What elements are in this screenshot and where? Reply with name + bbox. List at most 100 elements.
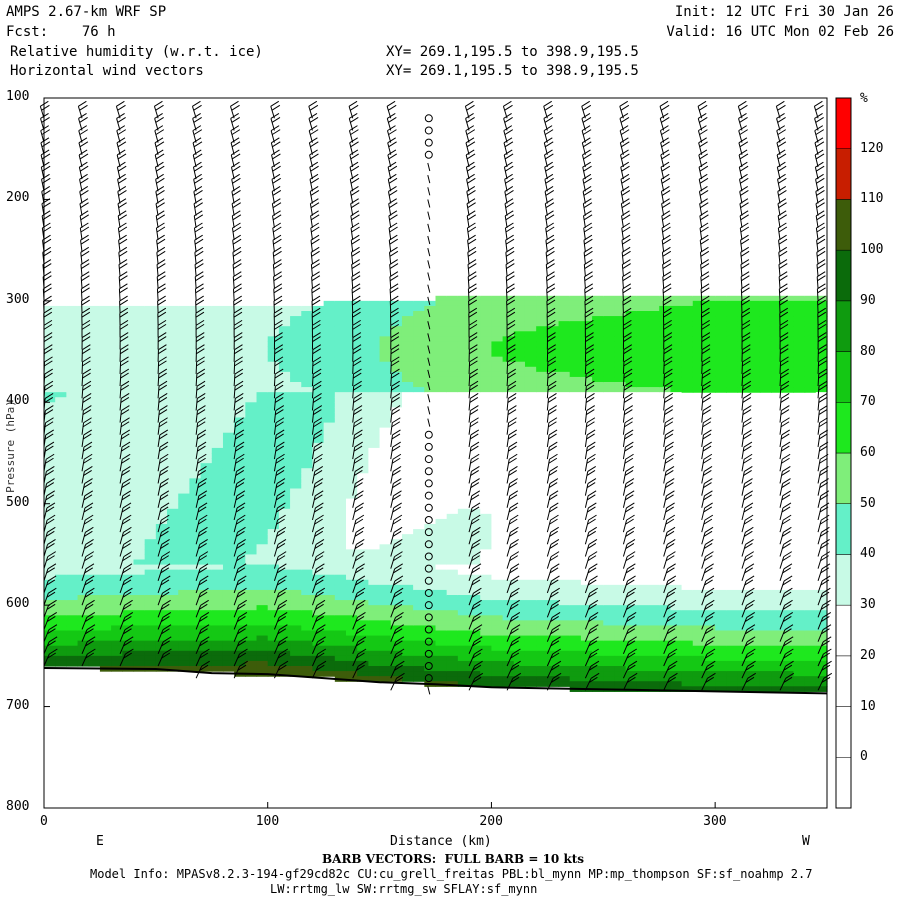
rh-cell: [681, 371, 694, 378]
rh-cell: [513, 681, 526, 687]
rh-cell: [469, 397, 481, 403]
rh-cell: [636, 382, 649, 388]
rh-cell: [513, 468, 526, 474]
rh-cell: [379, 508, 392, 515]
rh-cell: [580, 336, 593, 343]
rh-cell: [334, 620, 347, 627]
rh-cell: [256, 422, 269, 429]
rh-cell: [469, 549, 481, 556]
rh-cell: [491, 600, 504, 606]
rh-cell: [681, 361, 694, 368]
rh-cell: [625, 412, 638, 419]
rh-cell: [155, 493, 168, 500]
rh-cell: [357, 666, 369, 672]
rh-cell: [133, 650, 146, 657]
rh-cell: [401, 584, 414, 591]
rh-cell: [278, 300, 291, 307]
rh-cell: [312, 529, 325, 535]
rh-cell: [580, 331, 593, 337]
rh-cell: [771, 595, 783, 601]
rh-cell: [748, 366, 761, 373]
rh-cell: [144, 549, 157, 556]
rh-cell: [703, 376, 716, 383]
rh-cell: [312, 453, 325, 459]
rh-cell: [681, 316, 694, 322]
rh-cell: [346, 341, 358, 348]
rh-cell: [301, 346, 314, 353]
rh-cell: [547, 290, 560, 297]
rh-cell: [178, 402, 191, 408]
rh-cell: [614, 453, 627, 459]
rh-cell: [211, 600, 224, 606]
rh-cell: [301, 579, 314, 586]
rh-cell: [334, 579, 347, 586]
rh-cell: [648, 635, 660, 642]
rh-cell: [793, 595, 806, 601]
rh-cell: [211, 371, 224, 378]
rh-cell: [234, 321, 246, 327]
rh-cell: [446, 280, 459, 287]
rh-cell: [401, 442, 414, 449]
rh-cell: [44, 589, 56, 596]
rh-cell: [547, 483, 560, 490]
rh-cell: [524, 524, 537, 530]
rh-cell: [122, 458, 135, 464]
rh-cell: [793, 366, 806, 373]
rh-cell: [547, 554, 560, 561]
rh-cell: [357, 447, 369, 454]
rh-cell: [547, 447, 560, 454]
rh-cell: [681, 620, 694, 627]
rh-cell: [301, 498, 314, 505]
rh-cell: [592, 361, 604, 368]
rh-cell: [748, 498, 761, 505]
rh-cell: [569, 493, 582, 500]
rh-cell: [323, 432, 336, 439]
rh-cell: [222, 524, 235, 530]
rh-cell: [491, 371, 504, 378]
rh-cell: [424, 584, 437, 591]
rh-cell: [401, 346, 414, 353]
rh-cell: [457, 508, 470, 515]
rh-cell: [446, 483, 459, 490]
rh-cell: [558, 518, 571, 525]
rh-cell: [748, 645, 761, 652]
rh-cell: [88, 417, 101, 424]
rh-cell: [155, 650, 168, 657]
rh-cell: [446, 564, 459, 571]
rh-cell: [715, 331, 727, 337]
rh-cell: [446, 610, 459, 616]
rh-cell: [580, 290, 593, 297]
rh-cell: [77, 493, 90, 500]
rh-cell: [659, 589, 671, 596]
rh-cell: [167, 321, 179, 327]
rh-cell: [211, 625, 224, 632]
rh-cell: [636, 564, 649, 571]
rh-cell: [346, 478, 358, 485]
rh-cell: [357, 290, 369, 297]
rh-cell: [793, 513, 806, 520]
rh-cell: [256, 645, 269, 652]
rh-cell: [558, 660, 571, 667]
field-label-rh: Relative humidity (w.r.t. ice): [10, 44, 263, 60]
rh-cell: [513, 305, 526, 312]
rh-cell: [603, 660, 616, 667]
rh-cell: [66, 615, 79, 621]
rh-cell: [211, 336, 224, 343]
rh-cell: [178, 336, 191, 343]
rh-cell: [603, 655, 616, 662]
rh-cell: [368, 605, 381, 611]
rh-cell: [234, 493, 246, 500]
rh-cell: [245, 498, 258, 505]
rh-cell: [312, 655, 325, 662]
rh-cell: [524, 458, 537, 464]
rh-cell: [759, 453, 772, 459]
rh-cell: [368, 615, 381, 621]
rh-cell: [189, 508, 202, 515]
rh-cell: [491, 417, 504, 424]
rh-cell: [603, 300, 616, 307]
rh-cell: [368, 569, 381, 576]
rh-cell: [771, 305, 783, 312]
rh-cell: [301, 610, 314, 616]
rh-cell: [659, 650, 671, 657]
rh-cell: [189, 595, 202, 601]
